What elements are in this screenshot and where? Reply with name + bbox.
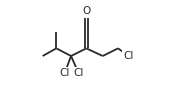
Text: Cl: Cl bbox=[124, 51, 134, 61]
Text: Cl: Cl bbox=[74, 68, 84, 79]
Text: O: O bbox=[82, 6, 90, 16]
Text: Cl: Cl bbox=[59, 68, 70, 79]
